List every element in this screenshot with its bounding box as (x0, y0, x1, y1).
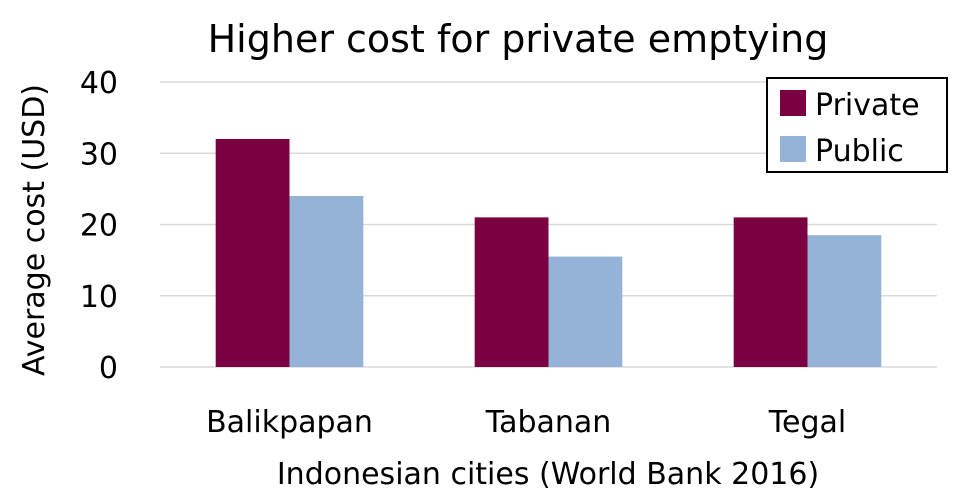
bar-public-tegal (807, 235, 882, 367)
legend-label-public: Public (815, 134, 904, 169)
y-tick-label-0: 0 (99, 351, 118, 386)
chart-title: Higher cost for private emptying (208, 17, 829, 61)
bar-public-tabanan (548, 256, 623, 367)
bars (215, 139, 882, 367)
legend: Private Public (766, 77, 948, 173)
legend-label-private: Private (815, 88, 920, 123)
y-tick-label-20: 20 (80, 209, 118, 244)
legend-swatch-public (780, 136, 806, 162)
bar-public-balikpapan (289, 196, 364, 367)
y-tick-label-40: 40 (80, 66, 118, 101)
x-tick-label-tegal: Tegal (768, 405, 846, 440)
bar-private-tegal (733, 217, 808, 367)
y-tick-labels: 0 10 20 30 40 (80, 66, 118, 386)
bar-private-tabanan (474, 217, 549, 367)
y-tick-label-30: 30 (80, 137, 118, 172)
y-axis-label: Average cost (USD) (17, 84, 52, 376)
legend-swatch-private (780, 90, 806, 116)
x-axis-label: Indonesian cities (World Bank 2016) (277, 457, 819, 492)
y-tick-label-10: 10 (80, 280, 118, 315)
bar-private-balikpapan (215, 139, 290, 367)
x-tick-label-balikpapan: Balikpapan (206, 405, 373, 440)
x-tick-label-tabanan: Tabanan (485, 405, 612, 440)
x-tick-labels: Balikpapan Tabanan Tegal (206, 405, 846, 440)
